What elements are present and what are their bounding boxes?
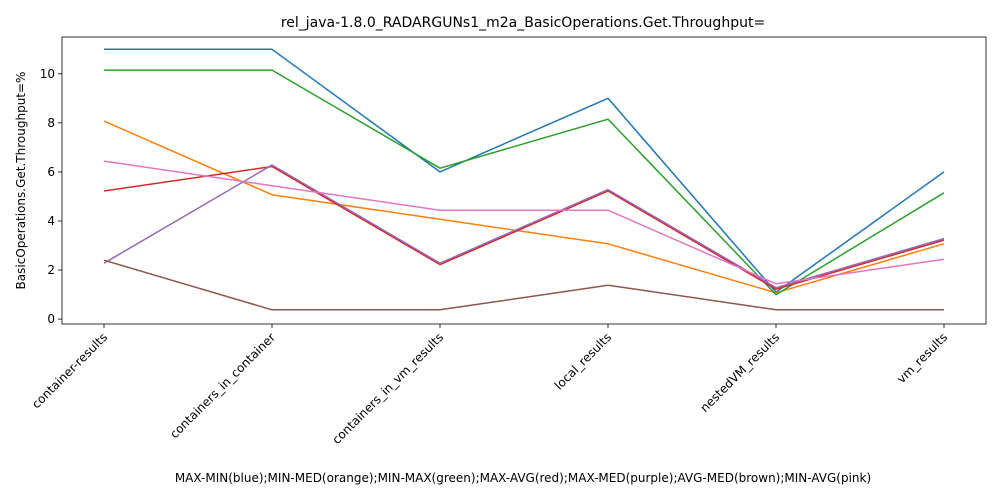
series-line-3 — [104, 69, 945, 296]
chart-title: rel_java-1.8.0_RADARGUNs1_m2a_BasicOpera… — [281, 15, 765, 31]
series-line-6 — [103, 259, 944, 311]
y-tick-label: 0 — [47, 312, 55, 326]
y-tick-label: 6 — [47, 165, 55, 179]
series-line-4 — [103, 165, 945, 290]
y-tick-label: 4 — [47, 214, 55, 228]
x-tick-label: container-results — [29, 330, 110, 411]
x-tick-label: containers_in_container — [167, 330, 278, 441]
y-axis: 0 2 4 6 8 10 — [40, 67, 62, 326]
y-axis-label: BasicOperations.Get.Throughput=% — [14, 72, 28, 290]
series-line-2 — [103, 120, 945, 294]
x-tick-label: local_results — [552, 330, 614, 392]
y-tick-label: 2 — [47, 263, 55, 277]
series-line-7 — [103, 160, 945, 285]
x-tick-label: containers_in_vm_results — [329, 330, 446, 447]
series-layer — [103, 48, 945, 311]
x-axis: container-results containers_in_container… — [29, 324, 950, 447]
y-tick-label: 8 — [47, 116, 55, 130]
x-tick-label: vm_results — [894, 330, 950, 386]
plot-area — [61, 36, 987, 325]
x-tick-label: nestedVM_results — [697, 330, 782, 415]
x-axis-label: MAX-MIN(blue);MIN-MED(orange);MIN-MAX(gr… — [175, 471, 871, 485]
plot-frame — [61, 36, 987, 325]
series-line-1 — [104, 48, 945, 293]
y-tick-label: 10 — [40, 67, 55, 81]
